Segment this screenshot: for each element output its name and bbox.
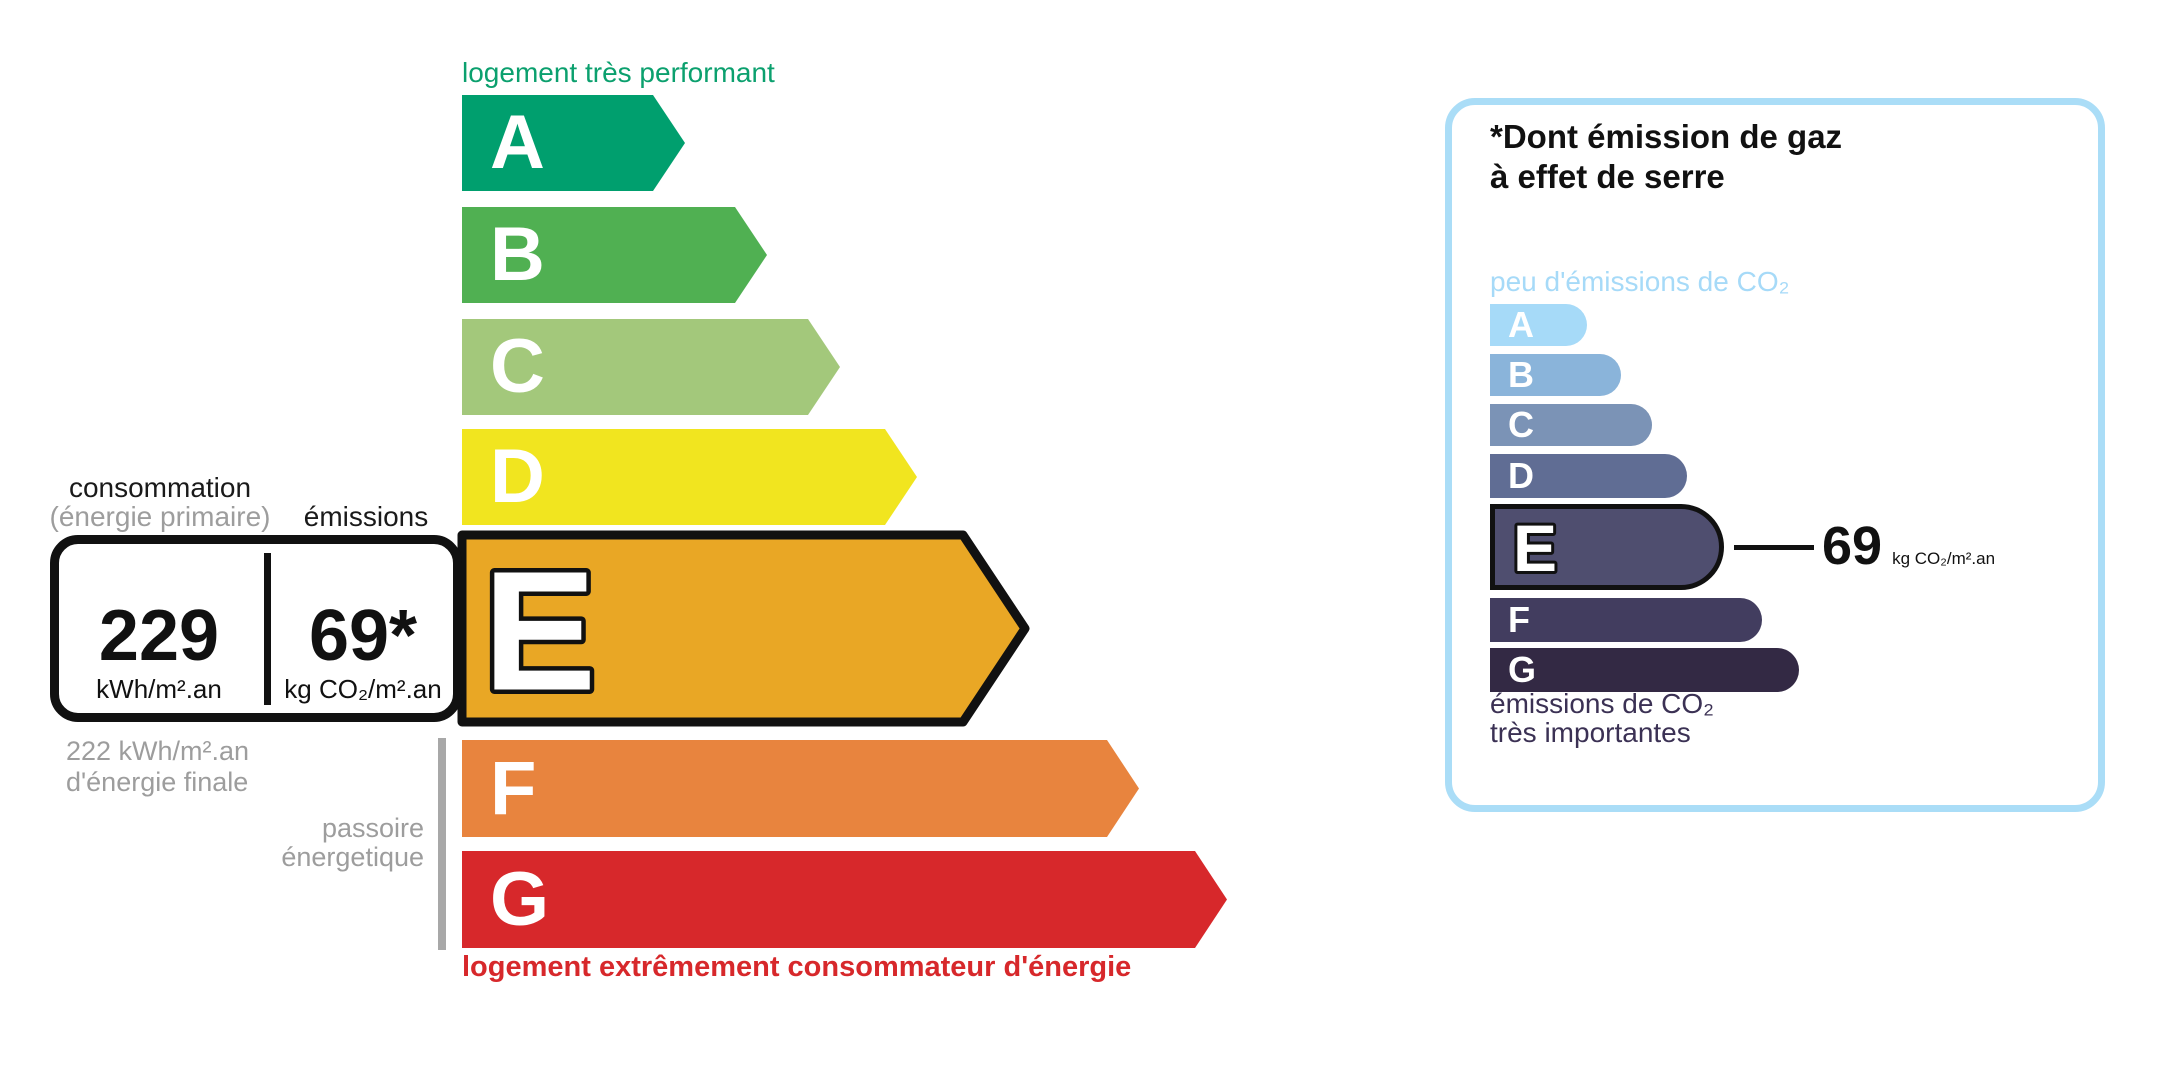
co2-class-bar-c: C: [1490, 404, 1652, 446]
energy-scale-top-label: logement très performant: [462, 57, 775, 88]
co2-class-bar-a: A: [1490, 304, 1587, 346]
energy-sieve-bracket: [438, 738, 446, 950]
energy-class-letter-f: F: [490, 745, 537, 831]
energy-class-arrow-a: A: [462, 95, 685, 191]
energy-sieve-label-line1: passoire: [321, 813, 424, 843]
value-box: [50, 535, 462, 722]
co2-class-letter-d: D: [1508, 455, 1534, 496]
co2-scale-bottom-label-line2: très importantes: [1490, 717, 1691, 748]
primary-energy-sublabel: (énergie primaire): [49, 501, 271, 532]
energy-class-arrow-c: C: [462, 319, 840, 415]
energy-class-arrow-g: G: [462, 851, 1227, 948]
energy-class-letter-a: A: [490, 100, 545, 185]
co2-class-letter-b: B: [1508, 354, 1534, 395]
energy-class-arrow-e-highlighted: E: [457, 530, 1030, 731]
co2-class-bar-e-highlighted: E: [1490, 504, 1724, 590]
energy-class-letter-c: C: [490, 324, 545, 409]
co2-class-bar-f: F: [1490, 598, 1762, 642]
energy-class-arrow-d: D: [462, 429, 917, 525]
consumption-unit: kWh/m².an: [96, 674, 222, 704]
final-energy-value: 222 kWh/m².an: [66, 736, 250, 766]
energy-class-letter-d: D: [490, 434, 545, 519]
svg-text:E: E: [1513, 511, 1557, 585]
co2-class-letter-f: F: [1508, 599, 1530, 640]
consumption-value: 229: [98, 596, 220, 676]
co2-class-letter-e-outlined: E: [1510, 508, 1560, 588]
energy-class-arrow-f: F: [462, 740, 1139, 837]
energy-sieve-label-line2: énergetique: [281, 842, 424, 872]
co2-scale-bottom-label-line1: émissions de CO₂: [1490, 688, 1715, 719]
co2-scale-top-label: peu d'émissions de CO₂: [1490, 266, 1790, 297]
value-box-divider: [264, 553, 271, 705]
energy-scale-bottom-label: logement extrêmement consommateur d'éner…: [462, 951, 1132, 983]
co2-value-connector-line: [1734, 545, 1814, 550]
co2-value-group: 69 kg CO₂/m².an: [1822, 519, 1995, 573]
emissions-unit: kg CO₂/m².an: [284, 674, 442, 704]
co2-panel-title-line2: à effet de serre: [1490, 158, 1725, 195]
energy-class-letter-b: B: [490, 212, 545, 297]
energy-class-arrow-b: B: [462, 207, 767, 303]
co2-class-bar-g: G: [1490, 648, 1799, 692]
co2-class-bar-b: B: [1490, 354, 1621, 396]
co2-class-letter-g: G: [1508, 649, 1537, 690]
co2-panel-title-line1: *Dont émission de gaz: [1490, 118, 1843, 155]
co2-class-bar-d: D: [1490, 454, 1687, 498]
consumption-label: consommation: [68, 472, 252, 503]
final-energy-label: d'énergie finale: [66, 767, 249, 797]
co2-value: 69: [1822, 516, 1883, 576]
co2-class-letter-a: A: [1508, 304, 1534, 345]
co2-class-letter-c: C: [1508, 404, 1534, 445]
emissions-value: 69*: [308, 596, 418, 676]
co2-value-unit: kg CO₂/m².an: [1892, 549, 1996, 568]
emissions-label: émissions: [303, 501, 429, 532]
energy-class-letter-e: E: [483, 537, 596, 727]
energy-class-letter-g: G: [490, 856, 550, 942]
